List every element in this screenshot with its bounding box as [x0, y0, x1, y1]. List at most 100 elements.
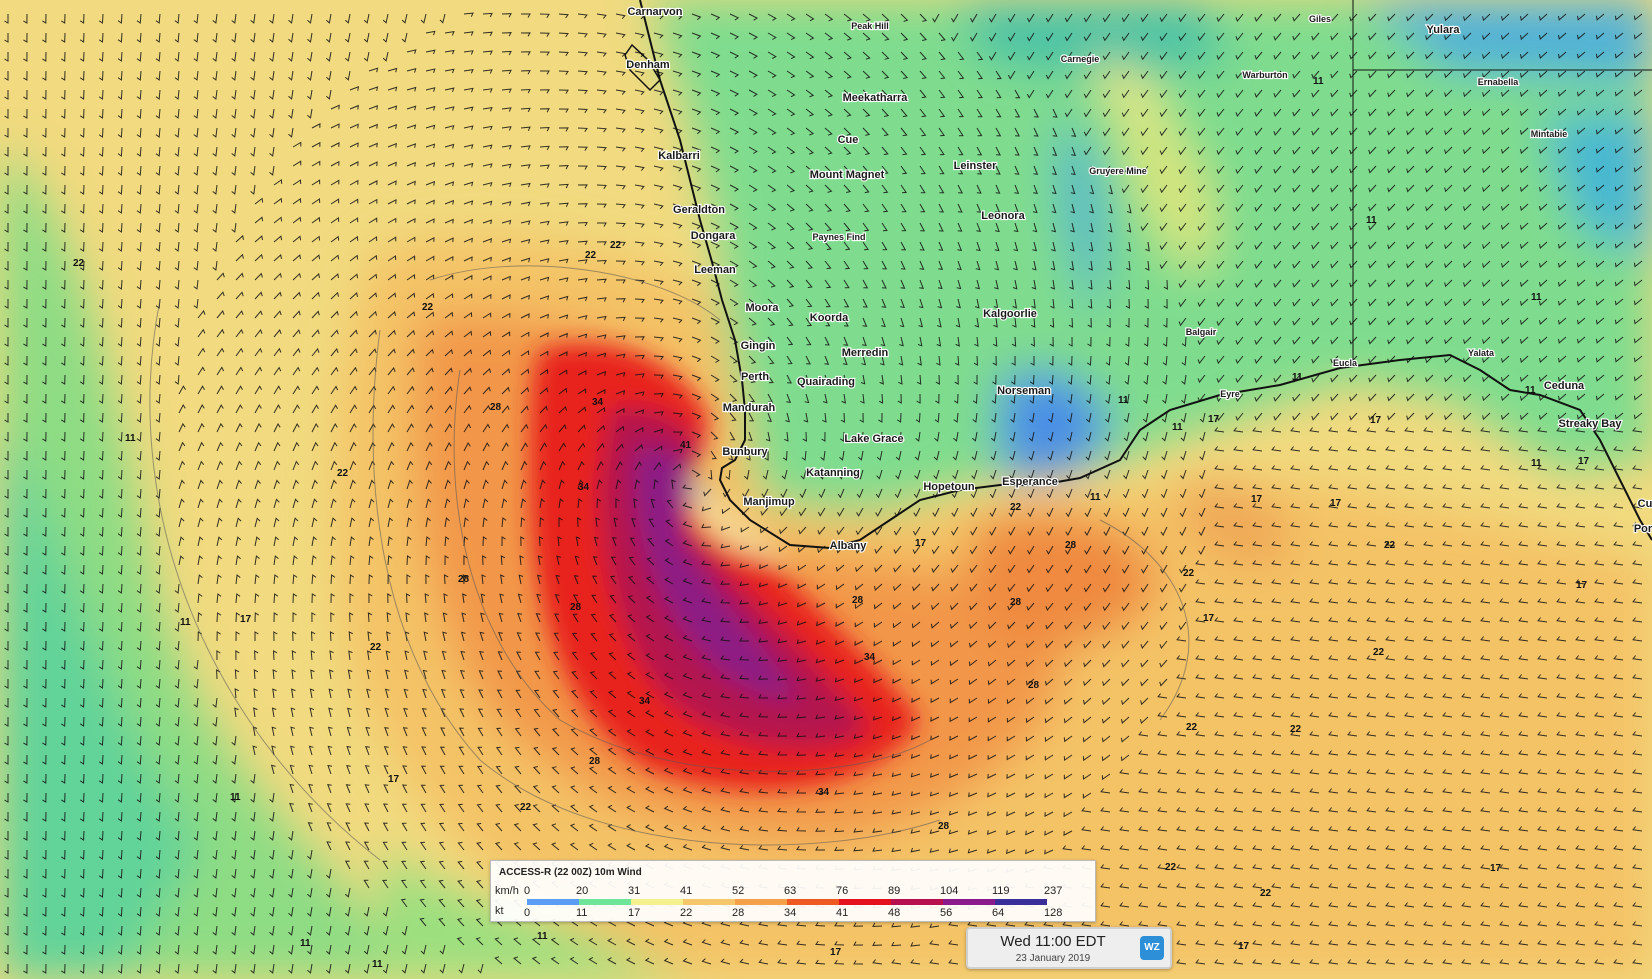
wind-barb — [497, 651, 503, 661]
wind-barb — [739, 674, 750, 680]
wind-barb — [197, 441, 205, 452]
wind-barb — [517, 593, 523, 604]
wind-barb — [136, 735, 142, 746]
wind-barb — [1161, 431, 1168, 442]
wind-barb — [1195, 769, 1206, 775]
wind-barb — [1594, 883, 1605, 889]
wind-barb — [1159, 621, 1168, 631]
wind-barb — [1141, 545, 1149, 555]
wind-barb — [42, 887, 47, 898]
wind-barb — [311, 441, 319, 452]
wind-barb — [520, 350, 530, 357]
wind-barb — [1423, 826, 1434, 832]
wind-barb — [1290, 674, 1301, 680]
wind-barb — [748, 51, 759, 59]
legend-swatch — [787, 899, 839, 905]
wind-barb — [892, 678, 902, 684]
wind-barb — [1199, 431, 1206, 442]
wind-barb — [193, 51, 199, 62]
wind-barb — [596, 203, 607, 208]
wind-barb — [1577, 32, 1586, 40]
place-label-eucla: Eucla — [1333, 358, 1358, 368]
wind-barb — [1252, 598, 1263, 604]
wind-barb — [634, 354, 645, 360]
wind-barb — [1178, 70, 1187, 80]
wind-barb — [1121, 697, 1130, 706]
wind-barb — [1179, 545, 1187, 556]
wind-barb — [1233, 674, 1244, 680]
wind-barb — [853, 752, 864, 758]
wind-barb — [881, 89, 890, 98]
wind-barb — [1198, 488, 1206, 499]
wind-barb — [570, 728, 579, 737]
wind-barb — [117, 374, 123, 385]
wind-barb — [1065, 545, 1073, 555]
wind-barb — [1537, 560, 1548, 566]
wind-barb — [720, 674, 731, 680]
wind-barb — [1444, 241, 1453, 250]
wind-barb — [4, 242, 9, 252]
wind-barb — [307, 868, 313, 879]
wind-barb — [231, 868, 237, 879]
wind-barb — [1160, 507, 1168, 518]
wind-barb — [1349, 317, 1358, 326]
wind-barb — [79, 317, 85, 328]
wind-barb — [292, 612, 297, 623]
wind-barb — [1444, 165, 1453, 174]
wind-barb — [739, 693, 750, 699]
wind-barb — [250, 887, 256, 898]
wind-barb — [786, 298, 794, 307]
wind-barb — [1045, 70, 1054, 80]
wind-barb — [117, 165, 123, 176]
wind-barb — [588, 804, 598, 813]
wind-barb — [1195, 750, 1206, 756]
wind-barb — [501, 405, 510, 414]
wind-barb — [1633, 412, 1643, 420]
wind-barb — [23, 963, 28, 974]
wind-barb — [1539, 146, 1548, 154]
wind-barb — [1070, 222, 1075, 233]
wind-barb — [1444, 393, 1453, 402]
wind-barb — [368, 161, 378, 167]
wind-barb — [193, 697, 199, 708]
wind-barb — [235, 366, 244, 376]
wind-barb — [61, 507, 66, 518]
wind-barb — [23, 944, 28, 955]
wind-barb — [1558, 222, 1567, 230]
wind-barb — [212, 830, 218, 841]
wind-barb — [1613, 731, 1624, 737]
wind-barb — [691, 13, 702, 21]
wind-barb — [1126, 222, 1132, 233]
wind-barb — [1176, 959, 1187, 965]
wind-barb — [1613, 788, 1624, 794]
wind-barb — [402, 727, 408, 737]
contour-label: 17 — [1576, 580, 1588, 591]
wind-barb — [1033, 146, 1039, 156]
wind-barb — [1594, 522, 1605, 528]
wind-barb — [1233, 579, 1244, 585]
wind-barb — [816, 602, 826, 609]
wind-barb — [1537, 921, 1548, 927]
wind-barb — [853, 846, 864, 852]
wind-barb — [384, 707, 390, 718]
wind-barb — [539, 32, 550, 37]
wind-barb — [482, 349, 492, 357]
wind-barb — [42, 830, 47, 841]
wind-barb — [974, 298, 980, 309]
wind-barb — [250, 830, 256, 841]
wind-barb — [691, 412, 702, 420]
wind-barb — [1444, 32, 1453, 41]
wind-barb — [682, 787, 693, 794]
wind-barb — [349, 536, 355, 547]
wind-barb — [1197, 51, 1206, 61]
wind-barb — [1071, 146, 1076, 157]
place-label-paynes-find: Paynes Find — [812, 232, 865, 242]
wind-barb — [349, 235, 359, 243]
wind-barb — [1292, 70, 1301, 79]
wind-barb — [990, 469, 997, 480]
wind-barb — [805, 51, 815, 60]
wind-barb — [615, 443, 624, 452]
wind-barb — [929, 791, 940, 797]
wind-barb — [1480, 560, 1491, 566]
wind-barb — [1178, 165, 1187, 175]
